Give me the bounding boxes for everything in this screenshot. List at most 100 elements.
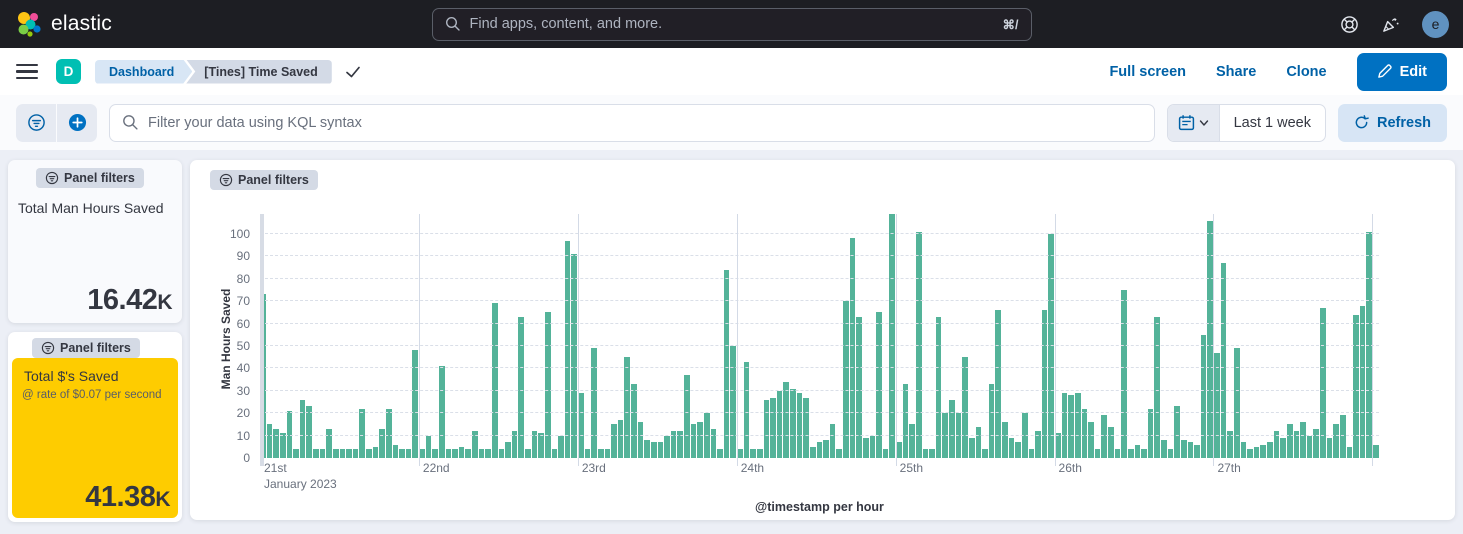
bar[interactable] [1353, 314, 1359, 458]
bar[interactable] [1088, 422, 1094, 458]
bar[interactable] [1253, 446, 1260, 458]
bar[interactable] [326, 428, 332, 458]
bar[interactable] [273, 428, 279, 458]
bar[interactable] [1293, 431, 1300, 458]
full-screen-link[interactable]: Full screen [1109, 63, 1187, 80]
bar[interactable] [491, 303, 498, 458]
bar[interactable] [1207, 220, 1213, 458]
bar[interactable] [869, 435, 876, 458]
bar[interactable] [564, 240, 571, 458]
bar[interactable] [1041, 310, 1048, 458]
bar[interactable] [816, 442, 823, 458]
bar[interactable] [485, 449, 491, 458]
bar[interactable] [1286, 424, 1293, 458]
bar[interactable] [319, 449, 326, 458]
bar[interactable] [1300, 422, 1306, 458]
bar[interactable] [332, 449, 339, 458]
bar[interactable] [631, 384, 637, 458]
bar[interactable] [372, 446, 379, 458]
bar[interactable] [498, 449, 505, 458]
bar[interactable] [452, 449, 458, 458]
bar[interactable] [1154, 316, 1160, 458]
bar[interactable] [313, 449, 319, 458]
bar[interactable] [1306, 435, 1313, 458]
bar[interactable] [637, 422, 644, 458]
bar[interactable] [366, 449, 372, 458]
bar[interactable] [1108, 426, 1114, 458]
bar[interactable] [1180, 440, 1187, 458]
bar[interactable] [266, 424, 273, 458]
bar[interactable] [670, 431, 677, 458]
bar[interactable] [1267, 442, 1273, 458]
bar[interactable] [1200, 334, 1207, 458]
bar[interactable] [1141, 449, 1147, 458]
bar[interactable] [611, 424, 617, 458]
help-icon[interactable] [1340, 15, 1359, 34]
bar[interactable] [1074, 393, 1081, 458]
bar[interactable] [352, 449, 359, 458]
bar[interactable] [597, 449, 604, 458]
bar[interactable] [823, 440, 829, 458]
bar[interactable] [1101, 415, 1107, 458]
bar[interactable] [1346, 446, 1353, 458]
bar[interactable] [836, 449, 842, 458]
bar[interactable] [756, 449, 763, 458]
bar[interactable] [862, 437, 869, 458]
bar[interactable] [1366, 231, 1372, 458]
bar[interactable] [962, 357, 968, 458]
bar[interactable] [458, 446, 465, 458]
bar[interactable] [1081, 408, 1088, 458]
saved-filters-button[interactable] [16, 104, 56, 142]
bar[interactable] [405, 449, 412, 458]
bar[interactable] [511, 431, 518, 458]
panel-filters-badge[interactable]: Panel filters [32, 338, 140, 358]
bar[interactable] [949, 399, 955, 458]
bar[interactable] [723, 269, 730, 458]
bar[interactable] [591, 348, 597, 458]
bar[interactable] [624, 357, 630, 458]
bar[interactable] [399, 449, 405, 458]
edit-button[interactable]: Edit [1356, 52, 1447, 91]
bar[interactable] [293, 449, 299, 458]
bar[interactable] [1068, 395, 1074, 458]
bar[interactable] [763, 399, 770, 458]
bar[interactable] [1373, 444, 1379, 458]
bar[interactable] [1035, 431, 1041, 458]
bar[interactable] [1147, 408, 1154, 458]
bar[interactable] [1326, 437, 1333, 458]
bar[interactable] [876, 312, 882, 458]
bar[interactable] [896, 442, 902, 458]
dashboard-app-badge[interactable]: D [56, 59, 81, 84]
bar[interactable] [982, 449, 988, 458]
bar[interactable] [472, 431, 478, 458]
bar[interactable] [1028, 449, 1035, 458]
bar[interactable] [915, 231, 922, 458]
bar[interactable] [1174, 406, 1180, 458]
bar[interactable] [604, 449, 611, 458]
time-range-value[interactable]: Last 1 week [1233, 114, 1311, 131]
bar[interactable] [385, 408, 392, 458]
clone-link[interactable]: Clone [1286, 63, 1327, 80]
bar[interactable] [465, 449, 471, 458]
bar[interactable] [1247, 449, 1253, 458]
bar[interactable] [1061, 393, 1068, 458]
bar[interactable] [617, 419, 624, 458]
bar[interactable] [1002, 422, 1008, 458]
bar[interactable] [922, 449, 929, 458]
bar[interactable] [677, 431, 683, 458]
elastic-brand[interactable]: elastic [14, 10, 112, 38]
bar[interactable] [1008, 437, 1015, 458]
refresh-button[interactable]: Refresh [1338, 103, 1447, 142]
bar[interactable] [1161, 440, 1167, 458]
menu-icon[interactable] [16, 63, 38, 80]
breadcrumb-dashboard[interactable]: Dashboard [95, 60, 192, 84]
bar[interactable] [1220, 263, 1227, 458]
bar[interactable] [578, 393, 584, 458]
bar[interactable] [1240, 442, 1247, 458]
bar[interactable] [1127, 449, 1134, 458]
bar[interactable] [558, 435, 564, 458]
bar[interactable] [750, 449, 756, 458]
bar[interactable] [379, 428, 385, 458]
bar[interactable] [1260, 444, 1266, 458]
bar[interactable] [743, 361, 750, 458]
